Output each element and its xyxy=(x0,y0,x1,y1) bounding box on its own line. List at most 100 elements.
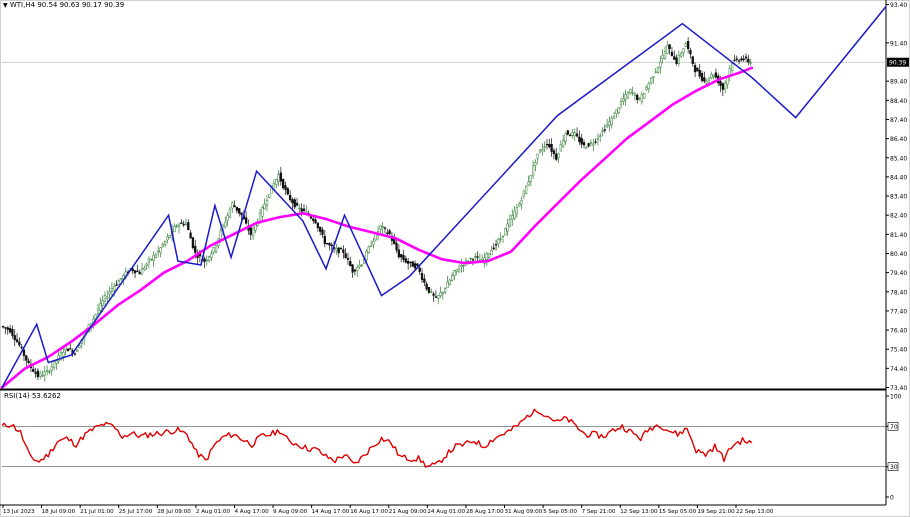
candle-body xyxy=(413,263,417,269)
candle-body xyxy=(587,143,590,147)
candle-body xyxy=(358,264,361,267)
time-tick-label: 4 Aug 17:00 xyxy=(234,509,269,515)
candle-body xyxy=(293,199,296,208)
candle-body xyxy=(22,349,26,357)
time-tick-label: 16 Aug 17:00 xyxy=(350,509,388,515)
candle-body xyxy=(573,132,576,136)
candle-body xyxy=(575,133,579,137)
time-tick-label: 9 Aug 09:00 xyxy=(273,509,308,515)
candle-body xyxy=(536,153,539,159)
candle-body xyxy=(719,81,722,86)
candle-body xyxy=(578,136,581,143)
candle-body xyxy=(163,240,167,245)
candle-body xyxy=(360,264,363,267)
candle-body xyxy=(349,261,352,267)
candle-body xyxy=(212,247,215,253)
candle-body xyxy=(76,349,79,352)
candle-body xyxy=(439,292,442,296)
candle-body xyxy=(136,270,139,272)
ohlc-values: 90.54 90.63 90.17 90.39 xyxy=(37,1,125,9)
candle-body xyxy=(342,249,345,253)
candle-body xyxy=(518,203,521,207)
time-tick-label: 22 Sep 13:00 xyxy=(736,509,774,515)
rsi-tick-label: 70 xyxy=(890,424,898,431)
candle-body xyxy=(724,82,727,90)
candle-body xyxy=(599,135,602,138)
candle-body xyxy=(550,144,553,152)
candle-body xyxy=(423,278,426,283)
candle-body xyxy=(740,58,743,61)
candle-body xyxy=(43,371,46,376)
candle-body xyxy=(499,238,502,240)
candle-body xyxy=(383,227,387,229)
price-tick-label: 84.40 xyxy=(890,174,907,181)
candle-body xyxy=(402,255,405,260)
candle-body xyxy=(656,67,660,73)
candle-body xyxy=(39,373,42,377)
candle-body xyxy=(240,212,243,216)
candle-body xyxy=(425,283,428,290)
candle-body xyxy=(314,219,317,224)
candle-body xyxy=(698,69,701,77)
candle-body xyxy=(108,291,111,295)
candle-body xyxy=(666,45,669,54)
candle-body xyxy=(45,370,49,372)
time-tick-label: 13 Jul 2023 xyxy=(3,509,35,515)
price-tick-label: 89.40 xyxy=(890,79,907,86)
candles-group xyxy=(2,37,752,382)
candle-body xyxy=(525,185,528,195)
candle-body xyxy=(643,92,646,99)
rsi-header: RSI(14) 53.6262 xyxy=(4,392,61,400)
candle-body xyxy=(356,267,359,271)
candle-body xyxy=(529,175,532,182)
candle-body xyxy=(52,361,56,368)
candle-body xyxy=(645,87,648,90)
candle-body xyxy=(400,254,403,258)
candle-body xyxy=(120,278,123,280)
candle-body xyxy=(113,285,116,291)
price-tick-label: 82.40 xyxy=(890,213,907,220)
candle-body xyxy=(582,142,586,146)
candle-body xyxy=(737,60,741,62)
candle-body xyxy=(631,92,634,94)
candle-body xyxy=(325,242,329,245)
candle-body xyxy=(184,222,188,225)
candle-body xyxy=(564,133,567,142)
candle-body xyxy=(219,230,222,240)
candle-body xyxy=(624,94,627,100)
price-tick-label: 83.40 xyxy=(890,194,907,201)
candle-body xyxy=(596,137,600,140)
candle-body xyxy=(464,259,468,262)
candle-body xyxy=(344,253,347,258)
candle-body xyxy=(487,253,491,258)
rsi-tick-label: 30 xyxy=(890,464,898,471)
candle-body xyxy=(157,250,160,253)
candle-body xyxy=(659,61,662,68)
candle-body xyxy=(434,296,438,298)
symbol-label: WTI,H4 xyxy=(9,1,36,9)
candle-body xyxy=(670,51,674,57)
candle-body xyxy=(335,248,338,251)
candle-body xyxy=(25,355,28,361)
candle-body xyxy=(471,259,475,261)
candle-body xyxy=(566,130,569,135)
price-tick-label: 76.40 xyxy=(890,328,907,335)
candle-body xyxy=(663,51,667,59)
candle-body xyxy=(446,281,449,289)
dropdown-arrow-icon[interactable]: ▼ xyxy=(3,2,8,9)
candle-body xyxy=(710,74,713,79)
candle-body xyxy=(404,258,407,263)
candle-body xyxy=(562,140,565,147)
candle-body xyxy=(346,257,350,260)
candle-body xyxy=(286,188,289,195)
candle-body xyxy=(210,253,213,258)
candle-body xyxy=(115,284,118,286)
rsi-tick-label: 100 xyxy=(890,394,902,401)
candle-body xyxy=(330,244,333,247)
candle-body xyxy=(481,258,484,261)
candle-body xyxy=(747,58,750,63)
candle-body xyxy=(11,328,14,336)
candle-body xyxy=(41,375,44,377)
